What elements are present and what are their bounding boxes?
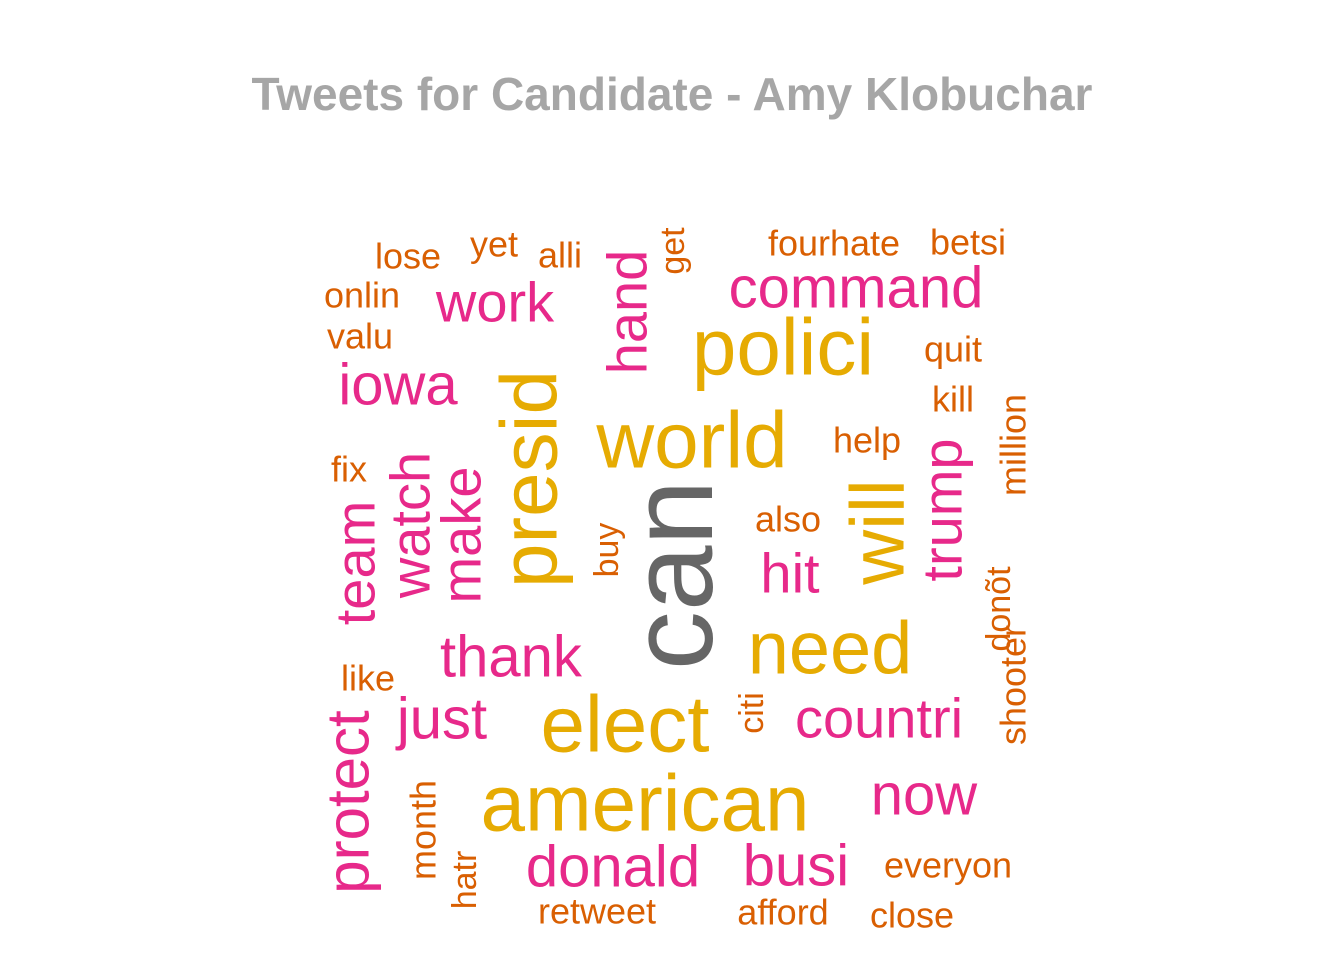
- word-hit: hit: [760, 542, 820, 605]
- word-fix: fix: [331, 449, 367, 490]
- word-make: make: [430, 467, 493, 604]
- word-close: close: [870, 895, 954, 936]
- word-protect: protect: [315, 710, 382, 894]
- word-onlin: onlin: [324, 275, 400, 316]
- word-betsi: betsi: [930, 222, 1006, 263]
- word-can: can: [606, 480, 738, 670]
- word-citi: citi: [733, 692, 771, 734]
- word-work: work: [435, 271, 555, 334]
- word-world: world: [595, 396, 787, 485]
- word-hand: hand: [596, 250, 659, 375]
- word-retweet: retweet: [538, 891, 656, 932]
- word-command: command: [729, 256, 984, 321]
- word-trump: trump: [911, 438, 974, 581]
- word-american: american: [480, 759, 809, 848]
- word-hatr: hatr: [446, 851, 484, 910]
- word-afford: afford: [737, 892, 828, 933]
- word-kill: kill: [932, 379, 974, 420]
- word-busi: busi: [743, 834, 849, 899]
- word-buy: buy: [588, 523, 626, 578]
- word-just: just: [395, 687, 487, 752]
- word-quit: quit: [924, 329, 982, 370]
- word-need: need: [748, 607, 913, 690]
- word-like: like: [341, 658, 395, 699]
- word-month: month: [403, 780, 444, 880]
- word-alli: alli: [538, 235, 582, 276]
- word-iowa: iowa: [338, 353, 458, 418]
- word-polici: polici: [692, 303, 874, 392]
- word-valu: valu: [327, 316, 393, 357]
- word-shooter: shooter: [993, 625, 1034, 745]
- word-lose: lose: [375, 236, 441, 277]
- word-help: help: [833, 420, 901, 461]
- word-yet: yet: [470, 224, 518, 265]
- word-get: get: [654, 227, 692, 275]
- chart-title: Tweets for Candidate - Amy Klobuchar: [251, 68, 1093, 120]
- word-presid: presid: [485, 370, 574, 588]
- word-donald: donald: [526, 835, 700, 900]
- word-now: now: [871, 763, 979, 828]
- word-elect: elect: [541, 680, 710, 769]
- word-team: team: [324, 501, 387, 626]
- word-thank: thank: [440, 625, 583, 690]
- word-will: will: [836, 479, 921, 586]
- word-countri: countri: [795, 687, 963, 750]
- word-fourhate: fourhate: [768, 223, 900, 264]
- word-everyon: everyon: [884, 845, 1012, 886]
- word-also: also: [755, 499, 821, 540]
- word-watch: watch: [379, 452, 442, 599]
- word-donõt: donõt: [980, 566, 1018, 652]
- word-million: million: [993, 394, 1034, 496]
